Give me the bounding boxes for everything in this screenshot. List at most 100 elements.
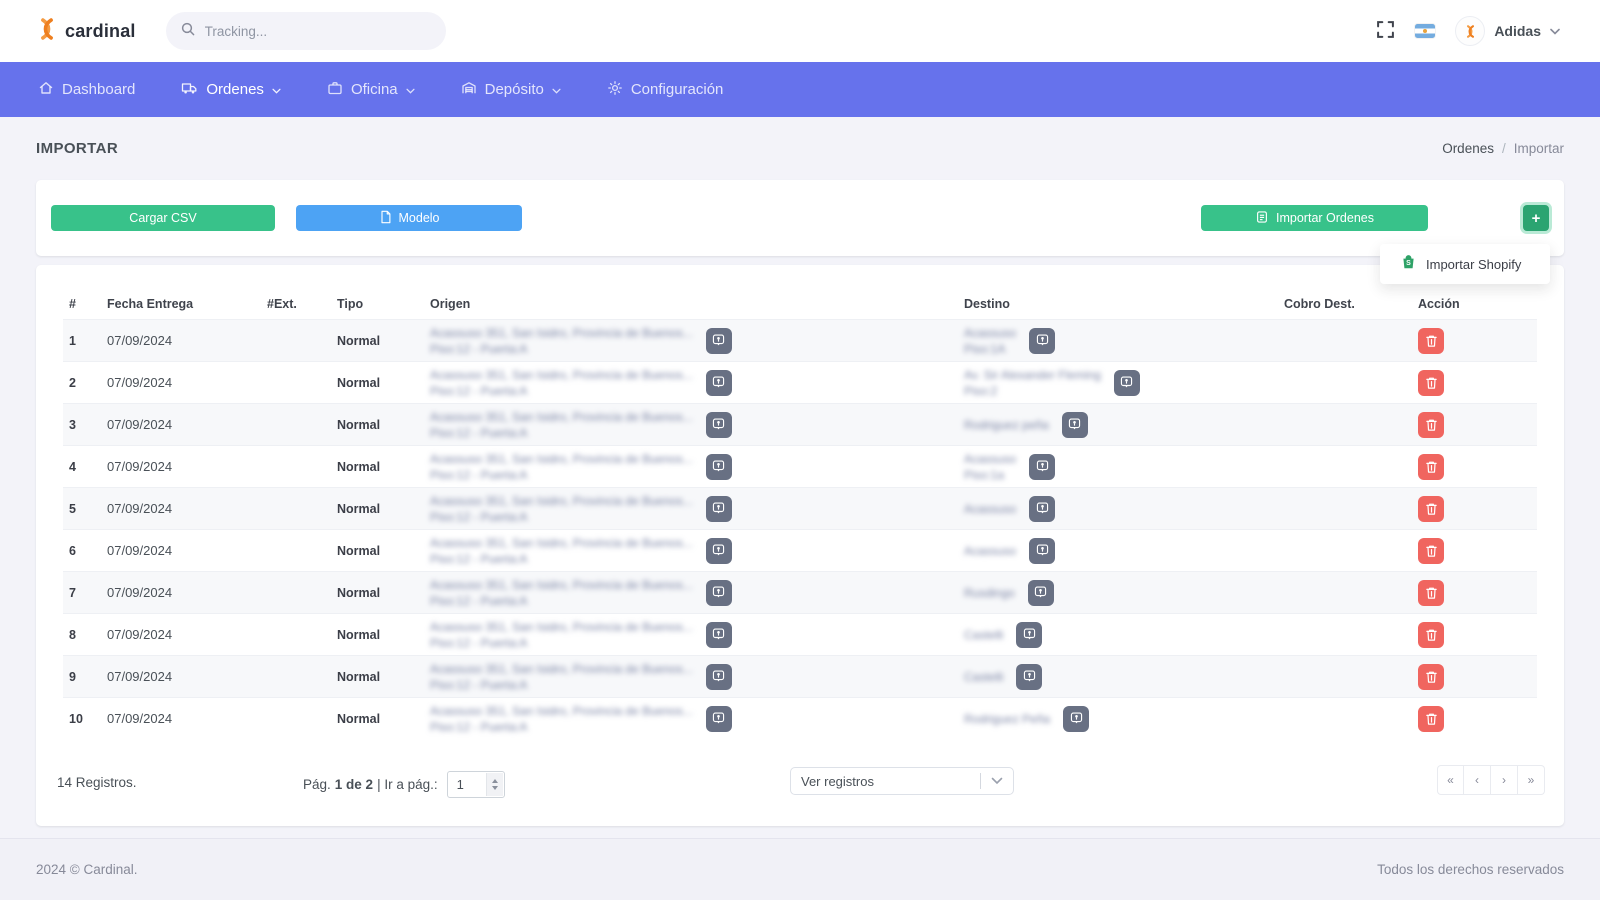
nav-label: Oficina [350, 81, 398, 98]
origen-map-pin-button[interactable] [705, 621, 732, 648]
goto-label: | Ir a pág.: [377, 777, 438, 792]
destino-map-pin-button[interactable] [1063, 705, 1090, 732]
origen-map-pin-button[interactable] [705, 411, 732, 438]
cell-num: 6 [69, 543, 76, 558]
delete-row-button[interactable] [1418, 453, 1444, 480]
delete-row-button[interactable] [1418, 663, 1444, 690]
col-cobro-dest: Cobro Dest. [1284, 297, 1355, 311]
origen-address: Acassuso 351, San Isidro, Provincia de B… [430, 451, 693, 483]
col-tipo: Tipo [337, 297, 364, 311]
nav-item-dashboard[interactable]: Dashboard [38, 80, 135, 100]
destino-map-pin-button[interactable] [1029, 327, 1056, 354]
delete-row-button[interactable] [1418, 495, 1444, 522]
add-import-options-button[interactable]: + [1523, 205, 1549, 231]
destino-map-pin-button[interactable] [1016, 621, 1043, 648]
table-row: 5 07/09/2024 Normal Acassuso 351, San Is… [63, 487, 1537, 530]
delete-row-button[interactable] [1418, 369, 1444, 396]
cell-tipo: Normal [337, 711, 381, 726]
cell-tipo: Normal [337, 669, 381, 684]
delete-row-button[interactable] [1418, 411, 1444, 438]
destino-map-pin-button[interactable] [1029, 453, 1056, 480]
destino-line1: Rusdingo [964, 585, 1015, 600]
table-row: 3 07/09/2024 Normal Acassuso 351, San Is… [63, 403, 1537, 446]
number-spinner[interactable] [485, 773, 503, 796]
origen-map-pin-button[interactable] [705, 495, 732, 522]
records-per-page-select[interactable]: Ver registros [790, 767, 1014, 795]
origen-line1: Acassuso 351, San Isidro, Provincia de B… [430, 703, 693, 718]
origen-line2: Piso:12 - Puerta:A [430, 509, 528, 524]
delete-row-button[interactable] [1418, 579, 1444, 606]
destino-map-pin-button[interactable] [1029, 537, 1056, 564]
fullscreen-button[interactable] [1376, 20, 1395, 42]
last-page-button[interactable]: » [1518, 765, 1545, 795]
gear-icon [607, 80, 623, 100]
prev-page-button[interactable]: ‹ [1464, 765, 1491, 795]
user-menu[interactable]: Adidas [1455, 16, 1560, 46]
brand-name: cardinal [65, 20, 136, 41]
nav-item-ordenes[interactable]: Ordenes [181, 80, 281, 100]
origen-line1: Acassuso 351, San Isidro, Provincia de B… [430, 535, 693, 550]
cell-cobro [1278, 530, 1412, 572]
cargar-csv-label: Cargar CSV [129, 211, 197, 225]
delete-row-button[interactable] [1418, 621, 1444, 648]
cell-fecha: 07/09/2024 [107, 543, 173, 558]
origen-map-pin-button[interactable] [705, 537, 732, 564]
origen-map-pin-button[interactable] [705, 453, 732, 480]
goto-page-input[interactable] [447, 777, 482, 792]
origen-line2: Piso:12 - Puerta:A [430, 467, 528, 482]
origen-map-pin-button[interactable] [705, 369, 732, 396]
destino-map-pin-button[interactable] [1016, 663, 1043, 690]
records-count: 14 Registros. [57, 775, 137, 790]
origen-line1: Acassuso 351, San Isidro, Provincia de B… [430, 493, 693, 508]
first-page-button[interactable]: « [1437, 765, 1464, 795]
cell-cobro [1278, 698, 1412, 740]
table-row: 1 07/09/2024 Normal Acassuso 351, San Is… [63, 319, 1537, 362]
destino-map-pin-button[interactable] [1113, 369, 1140, 396]
nav-item-configuracion[interactable]: Configuración [607, 80, 723, 100]
next-page-button[interactable]: › [1491, 765, 1518, 795]
origen-map-pin-button[interactable] [705, 327, 732, 354]
delete-row-button[interactable] [1418, 705, 1444, 732]
cell-ext [261, 572, 331, 614]
footer-copyright: 2024 © Cardinal. [36, 862, 138, 877]
breadcrumb: Ordenes / Importar [1442, 141, 1564, 156]
importar-ordenes-button[interactable]: Importar Ordenes [1201, 205, 1428, 231]
delete-row-button[interactable] [1418, 327, 1444, 354]
importar-shopify-item[interactable]: Importar Shopify [1426, 256, 1522, 272]
cell-fecha: 07/09/2024 [107, 333, 173, 348]
destino-line1: Castelli [964, 627, 1004, 642]
origen-address: Acassuso 351, San Isidro, Provincia de B… [430, 409, 693, 441]
toolbar-card: Cargar CSV Modelo Importar Ordenes + [36, 180, 1564, 284]
cell-ext [261, 488, 331, 530]
origen-line2: Piso:12 - Puerta:A [430, 425, 528, 440]
table-row: 8 07/09/2024 Normal Acassuso 351, San Is… [63, 613, 1537, 656]
cargar-csv-button[interactable]: Cargar CSV [51, 205, 275, 231]
destino-map-pin-button[interactable] [1061, 411, 1088, 438]
nav-item-deposito[interactable]: Depósito [461, 80, 561, 100]
destino-line2: Piso:1A [964, 341, 1006, 356]
cell-ext [261, 404, 331, 446]
brand-logo[interactable]: cardinal [36, 17, 136, 45]
modelo-button[interactable]: Modelo [296, 205, 522, 231]
briefcase-icon [327, 80, 343, 100]
delete-row-button[interactable] [1418, 537, 1444, 564]
nav-item-oficina[interactable]: Oficina [327, 80, 415, 100]
breadcrumb-ordenes[interactable]: Ordenes [1442, 141, 1494, 156]
select-divider [980, 773, 981, 789]
plus-icon: + [1531, 209, 1541, 227]
destino-map-pin-button[interactable] [1029, 495, 1056, 522]
spinner-down-icon[interactable] [491, 786, 498, 790]
main-content: IMPORTAR Ordenes / Importar Cargar CSV M… [0, 117, 1600, 826]
origen-map-pin-button[interactable] [705, 579, 732, 606]
spinner-up-icon[interactable] [491, 779, 498, 783]
origen-map-pin-button[interactable] [705, 705, 732, 732]
destino-address: Acassuso [964, 501, 1016, 517]
language-flag-button[interactable] [1415, 24, 1436, 38]
origen-map-pin-button[interactable] [705, 663, 732, 690]
destino-line1: Acassuso [964, 325, 1017, 340]
search-input[interactable] [204, 23, 432, 39]
cell-fecha: 07/09/2024 [107, 501, 173, 516]
cell-fecha: 07/09/2024 [107, 585, 173, 600]
destino-map-pin-button[interactable] [1027, 579, 1054, 606]
cell-num: 5 [69, 501, 76, 516]
